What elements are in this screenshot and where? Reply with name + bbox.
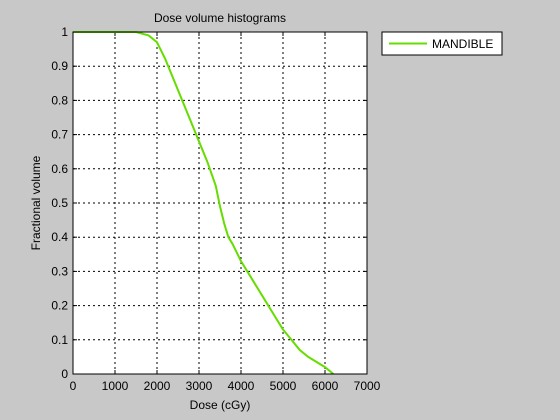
grid-lines: [73, 32, 367, 374]
x-tick-label: 5000: [270, 379, 297, 393]
x-tick-label: 6000: [312, 379, 339, 393]
axes-box: [72, 31, 368, 375]
y-axis-label: Fractional volume: [29, 155, 43, 250]
y-tick-label: 0.6: [51, 162, 68, 176]
x-tick-label: 1000: [102, 379, 129, 393]
tick-labels: 0 1000 2000 3000 4000 5000 6000 7000 0 0.1 0.2 0.3 0…: [51, 25, 380, 393]
y-tick-label: 0.5: [51, 196, 68, 210]
legend-label: MANDIBLE: [432, 37, 493, 51]
axis-ticks: [72, 31, 368, 375]
x-axis-label: Dose (cGy): [190, 398, 251, 412]
x-tick-label: 3000: [186, 379, 213, 393]
legend-box: [381, 31, 503, 56]
y-tick-label: 0.3: [51, 264, 68, 278]
chart-title: Dose volume histograms: [154, 11, 286, 25]
y-tick-label: 0.2: [51, 299, 68, 313]
y-tick-label: 0.7: [51, 128, 68, 142]
y-tick-label: 0.9: [51, 59, 68, 73]
y-tick-label: 0.8: [51, 93, 68, 107]
x-tick-label: 4000: [228, 379, 255, 393]
y-tick-label: 0.1: [51, 333, 68, 347]
y-tick-label: 0: [61, 367, 68, 381]
y-tick-label: 0.4: [51, 230, 68, 244]
x-tick-label: 0: [70, 379, 77, 393]
x-tick-label: 2000: [144, 379, 171, 393]
legend: MANDIBLE: [381, 31, 503, 56]
y-tick-label: 1: [61, 25, 68, 39]
series-line-0: [73, 31, 335, 375]
x-tick-label: 7000: [354, 379, 381, 393]
series-layer: [73, 31, 335, 375]
